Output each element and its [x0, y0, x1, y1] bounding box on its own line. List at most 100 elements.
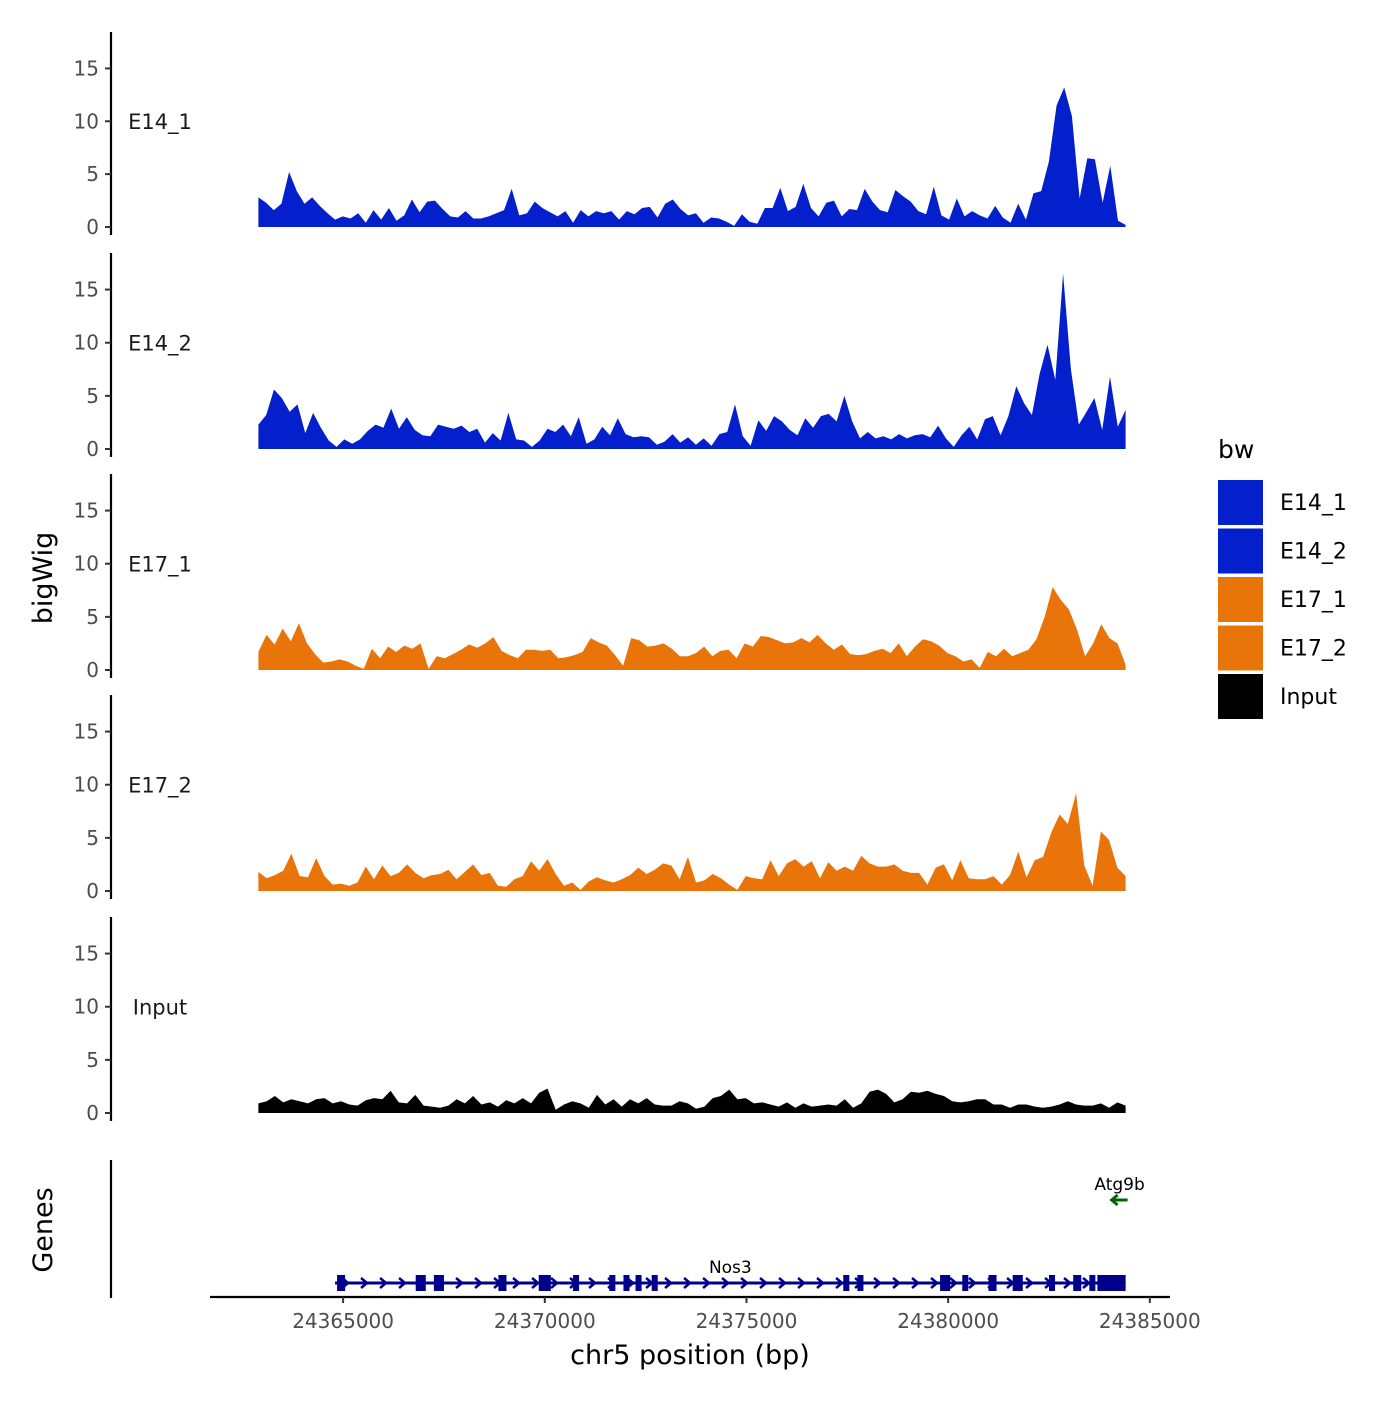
legend-label: E14_2: [1280, 540, 1347, 565]
legend-entry: E17_2: [1218, 625, 1347, 671]
strand-arrow: [835, 1277, 844, 1289]
strand-arrow: [588, 1277, 597, 1289]
y-tick-label: 15: [74, 720, 99, 744]
gene-exon: [337, 1275, 346, 1291]
gene-exon: [538, 1275, 551, 1291]
coverage-area-e14-2: [258, 273, 1126, 449]
strand-arrow: [474, 1277, 483, 1289]
gene-exon: [940, 1275, 951, 1291]
gene-exon: [415, 1275, 426, 1291]
track-label: E17_2: [128, 773, 192, 798]
strand-arrow: [1109, 1193, 1119, 1207]
strand-arrow: [873, 1277, 882, 1289]
y-tick-label: 10: [74, 331, 99, 355]
gene-exon: [498, 1275, 507, 1291]
y-tick-label: 0: [86, 658, 99, 682]
strand-arrow: [816, 1277, 825, 1289]
y-tick-label: 5: [86, 826, 99, 850]
gene-exon: [651, 1275, 658, 1291]
coverage-area-e17-2: [258, 793, 1126, 891]
y-tick-label: 10: [74, 995, 99, 1019]
strand-arrow: [759, 1277, 768, 1289]
gene-label: Nos3: [709, 1258, 752, 1278]
track-label: E14_2: [128, 331, 192, 356]
x-tick-label: 24380000: [897, 1309, 999, 1333]
strand-arrow: [360, 1277, 369, 1289]
y-tick-label: 0: [86, 1101, 99, 1125]
gene-exon: [433, 1275, 444, 1291]
strand-arrow: [683, 1277, 692, 1289]
track-label: E17_1: [128, 552, 192, 577]
strand-arrow: [1082, 1277, 1091, 1289]
genes-panel-title: Genes: [28, 1187, 59, 1272]
strand-arrow: [949, 1277, 958, 1289]
legend-swatch: [1218, 674, 1263, 719]
gene-exon: [1089, 1275, 1096, 1291]
y-tick-label: 15: [74, 278, 99, 302]
legend-label: Input: [1280, 685, 1337, 710]
track-e14-2: 0 5 10 15 E14_2: [74, 253, 1126, 461]
y-tick-label: 0: [86, 215, 99, 239]
y-tick-label: 0: [86, 879, 99, 903]
strand-arrow: [1025, 1277, 1034, 1289]
y-tick-label: 5: [86, 605, 99, 629]
strand-arrow: [512, 1277, 521, 1289]
legend-entry: E14_1: [1218, 480, 1347, 525]
gene-exon: [609, 1275, 616, 1291]
x-tick-label: 24385000: [1099, 1309, 1201, 1333]
gene-exon: [1073, 1275, 1082, 1291]
y-tick-label: 15: [74, 499, 99, 523]
gene-atg9b: Atg9b: [1094, 1175, 1145, 1207]
coverage-area-input: [258, 1088, 1126, 1113]
legend-swatch: [1218, 480, 1263, 525]
track-label: E14_1: [128, 110, 192, 135]
legend-swatch: [1218, 625, 1263, 671]
gene-exon: [623, 1275, 630, 1291]
y-tick-label: 10: [74, 773, 99, 797]
y-tick-label: 5: [86, 384, 99, 408]
strand-arrow: [379, 1277, 388, 1289]
strand-arrow: [911, 1277, 920, 1289]
legend-swatch: [1218, 577, 1263, 622]
strand-arrow: [797, 1277, 806, 1289]
gene-exon: [1048, 1275, 1056, 1291]
gene-exon: [962, 1275, 969, 1291]
strand-arrow: [778, 1277, 787, 1289]
track-e17-1: 0 5 10 15 E17_1: [74, 474, 1126, 682]
legend-title: bw: [1218, 435, 1254, 464]
legend-label: E14_1: [1280, 491, 1347, 516]
gene-exon: [573, 1275, 580, 1291]
strand-arrow: [550, 1277, 559, 1289]
track-e14-1: 0 5 10 15 E14_1: [74, 32, 1126, 239]
y-tick-label: 10: [74, 552, 99, 576]
track-e17-2: 0 5 10 15 E17_2: [74, 695, 1126, 903]
strand-arrow: [398, 1277, 407, 1289]
coverage-area-e14-1: [258, 87, 1126, 227]
gene-exon: [843, 1275, 850, 1291]
gene-exon: [1097, 1275, 1126, 1291]
strand-arrow: [531, 1277, 540, 1289]
strand-arrow: [664, 1277, 673, 1289]
strand-arrow: [1063, 1277, 1072, 1289]
strand-arrow: [892, 1277, 901, 1289]
y-axis-title: bigWig: [28, 532, 59, 625]
track-label: Input: [133, 995, 187, 1019]
legend-swatch: [1218, 528, 1263, 574]
y-tick-label: 15: [74, 56, 99, 80]
gene-label: Atg9b: [1094, 1175, 1144, 1195]
gene-exon: [857, 1275, 864, 1291]
coverage-area-e17-1: [258, 587, 1126, 670]
gene-exon: [1012, 1275, 1023, 1291]
y-tick-label: 0: [86, 437, 99, 461]
y-tick-label: 15: [74, 942, 99, 966]
gene-exon: [988, 1275, 997, 1291]
y-tick-label: 10: [74, 109, 99, 133]
legend-label: E17_2: [1280, 637, 1347, 662]
legend-entry: Input: [1218, 674, 1337, 719]
strand-arrow: [740, 1277, 749, 1289]
x-tick-label: 24365000: [292, 1309, 394, 1333]
legend-entry: E14_2: [1218, 528, 1347, 574]
strand-arrow: [930, 1277, 939, 1289]
